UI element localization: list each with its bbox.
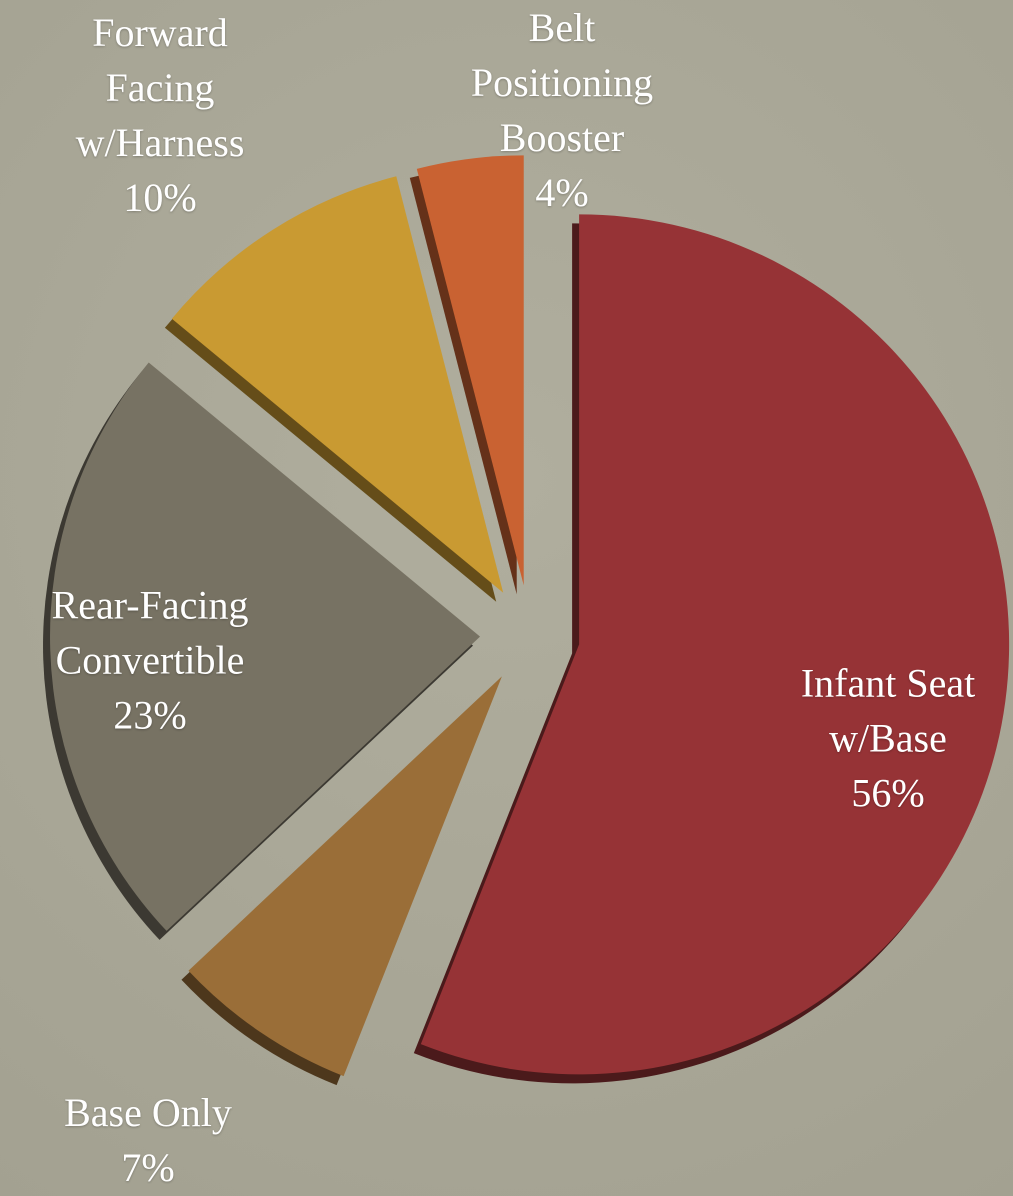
category-label: Forward Facing w/Harness xyxy=(75,10,245,165)
category-label: Rear-Facing Convertible xyxy=(51,582,249,683)
category-label: Infant Seat w/Base xyxy=(800,660,976,761)
slice-label: Forward Facing w/Harness 10% xyxy=(40,5,280,225)
slice-label: Infant Seat w/Base 56% xyxy=(768,656,1008,821)
slice xyxy=(171,176,504,593)
slice xyxy=(188,676,502,1077)
slice xyxy=(420,214,1010,1075)
value-label: 23% xyxy=(113,692,187,738)
value-label: 7% xyxy=(121,1145,175,1190)
slice xyxy=(50,362,481,931)
value-label: 56% xyxy=(851,770,925,816)
slice-label: Base Only 7% xyxy=(0,1085,298,1195)
value-label: 10% xyxy=(123,175,197,220)
category-label: Belt Positioning Booster xyxy=(470,5,654,160)
value-label: 4% xyxy=(535,170,589,215)
slice-label: Belt Positioning Booster 4% xyxy=(442,0,682,220)
category-label: Base Only xyxy=(64,1090,232,1135)
slice-label: Rear-Facing Convertible 23% xyxy=(15,578,285,743)
slice xyxy=(416,155,524,586)
